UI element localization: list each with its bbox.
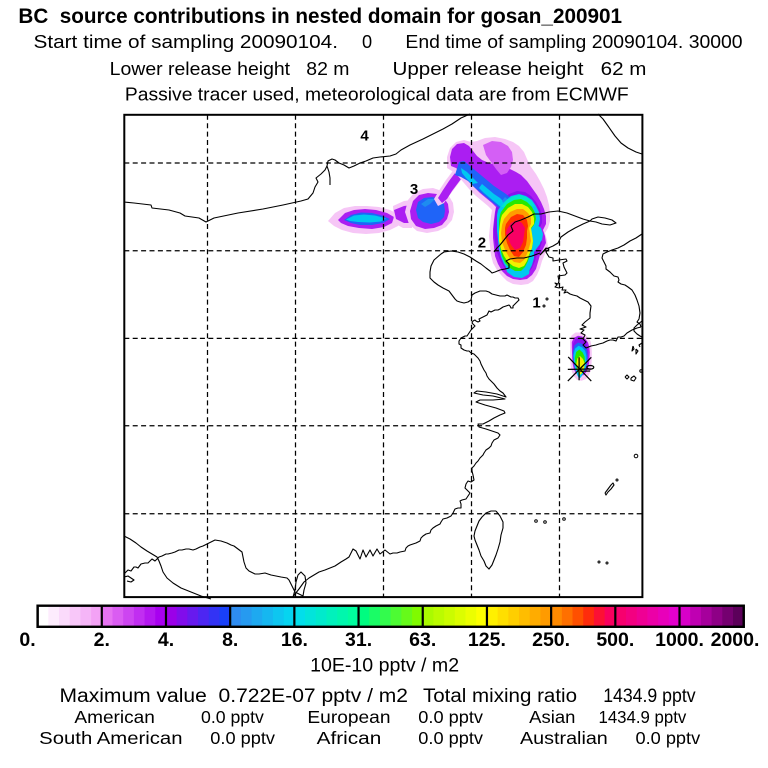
svg-text:2000.: 2000. xyxy=(711,629,760,651)
svg-text:1434.9 pptv: 1434.9 pptv xyxy=(603,686,696,707)
svg-text:Total mixing ratio: Total mixing ratio xyxy=(423,686,577,707)
svg-text:European: European xyxy=(307,707,390,727)
svg-text:0.0 pptv: 0.0 pptv xyxy=(210,728,275,748)
svg-text:0.0 pptv: 0.0 pptv xyxy=(418,707,483,727)
svg-text:Asian: Asian xyxy=(529,707,575,727)
svg-text:Maximum value 0.722E-07 pptv: Maximum value 0.722E-07 pptv / m2 xyxy=(60,686,409,707)
svg-text:1000.: 1000. xyxy=(655,629,704,651)
svg-text:South American: South American xyxy=(39,728,182,748)
svg-text:10E-10 pptv / m2: 10E-10 pptv / m2 xyxy=(310,655,459,676)
svg-text:0.0 pptv: 0.0 pptv xyxy=(201,707,264,727)
svg-text:31.: 31. xyxy=(345,629,372,651)
svg-text:American: American xyxy=(74,707,154,727)
svg-text:3: 3 xyxy=(410,181,418,198)
svg-text:2: 2 xyxy=(478,235,486,252)
svg-text:16.: 16. xyxy=(281,629,308,651)
svg-text:250.: 250. xyxy=(532,629,570,651)
svg-text:1434.9 pptv: 1434.9 pptv xyxy=(599,707,687,727)
svg-text:8.: 8. xyxy=(222,629,238,651)
svg-text:4: 4 xyxy=(360,127,369,144)
svg-text:Australian: Australian xyxy=(520,728,608,748)
svg-text:125.: 125. xyxy=(468,629,506,651)
svg-text:1: 1 xyxy=(532,295,540,312)
svg-text:2.: 2. xyxy=(94,629,110,651)
svg-text:Passive tracer used, meteorolo: Passive tracer used, meteorological data… xyxy=(125,84,629,104)
svg-text:BC source contributions in ne: BC source contributions in nested domain… xyxy=(18,5,622,28)
svg-text:0: 0 xyxy=(362,32,372,52)
svg-text:63.: 63. xyxy=(409,629,436,651)
svg-text:African: African xyxy=(317,728,382,748)
svg-text:Start time of sampling 2009010: Start time of sampling 20090104. xyxy=(34,32,339,52)
svg-text:0.0 pptv: 0.0 pptv xyxy=(418,728,483,748)
svg-text:End time of sampling 20090104.: End time of sampling 20090104. 30000 xyxy=(405,32,742,52)
svg-text:500.: 500. xyxy=(596,629,634,651)
svg-text:0.: 0. xyxy=(19,629,35,651)
svg-text:Upper release height 62 m: Upper release height 62 m xyxy=(393,59,647,79)
svg-text:Lower release height 82 m: Lower release height 82 m xyxy=(110,59,350,79)
svg-text:0.0 pptv: 0.0 pptv xyxy=(636,728,701,748)
svg-text:4.: 4. xyxy=(158,629,174,651)
